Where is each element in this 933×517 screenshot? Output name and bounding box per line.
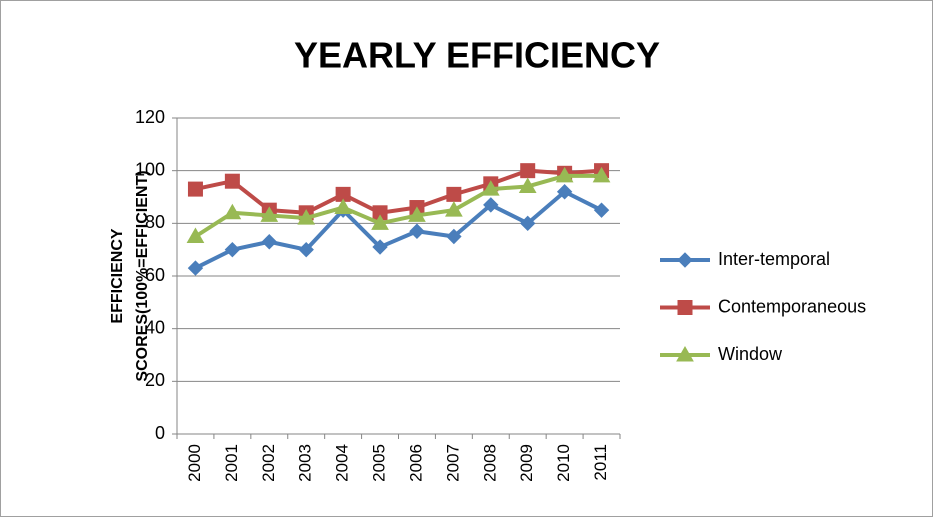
x-tick-label: 2008 [480,444,499,482]
data-point [224,241,241,258]
y-tick-label: 60 [145,265,165,285]
legend-label: Window [718,344,783,364]
legend-label: Inter-temporal [718,249,830,269]
data-point [593,202,610,218]
data-point [334,198,352,215]
x-tick-label: 2000 [185,444,204,482]
y-tick-label: 0 [155,423,165,443]
x-tick-label: 2005 [370,444,389,482]
x-tick-label: 2003 [296,444,315,482]
y-tick-label: 120 [135,107,165,127]
y-axis-label: SCORES(100%=EFFICIENT) [134,170,151,381]
x-tick-label: 2011 [591,444,610,481]
data-point [446,228,462,245]
x-tick-label: 2004 [333,444,352,482]
data-point [520,163,536,179]
data-point [518,177,537,193]
data-point [408,206,426,222]
data-point [555,166,574,183]
y-axis-label: EFFICIENCY [109,228,126,323]
data-point [520,215,536,232]
legend-marker [677,252,693,268]
data-point [372,239,388,255]
data-point [297,209,316,225]
data-point [223,203,242,220]
y-tick-label: 100 [135,159,165,179]
data-point [409,223,425,239]
y-tick-label: 80 [145,212,165,232]
data-point [592,166,611,183]
y-tick-label: 20 [145,370,165,390]
data-point [371,214,389,230]
y-tick-label: 40 [145,317,165,337]
data-point [298,241,314,258]
data-point [446,186,462,202]
chart-title: YEARLY EFFICIENCY [294,35,660,76]
x-tick-label: 2002 [259,444,278,482]
x-tick-label: 2001 [222,444,241,482]
data-point [224,173,240,189]
legend-marker [677,300,693,315]
data-point [445,201,463,217]
data-point [261,234,277,250]
data-point [260,206,279,222]
x-tick-label: 2006 [406,444,425,482]
legend-marker [676,345,694,362]
x-tick-label: 2010 [554,444,573,482]
x-tick-label: 2007 [443,444,462,482]
series-line [194,173,602,239]
legend-label: Contemporaneous [718,296,866,316]
data-point [186,227,205,243]
data-point [556,184,573,200]
x-tick-label: 2009 [517,444,536,482]
data-point [187,260,204,276]
data-point [481,180,500,196]
data-point [187,181,203,197]
data-point [483,197,499,213]
